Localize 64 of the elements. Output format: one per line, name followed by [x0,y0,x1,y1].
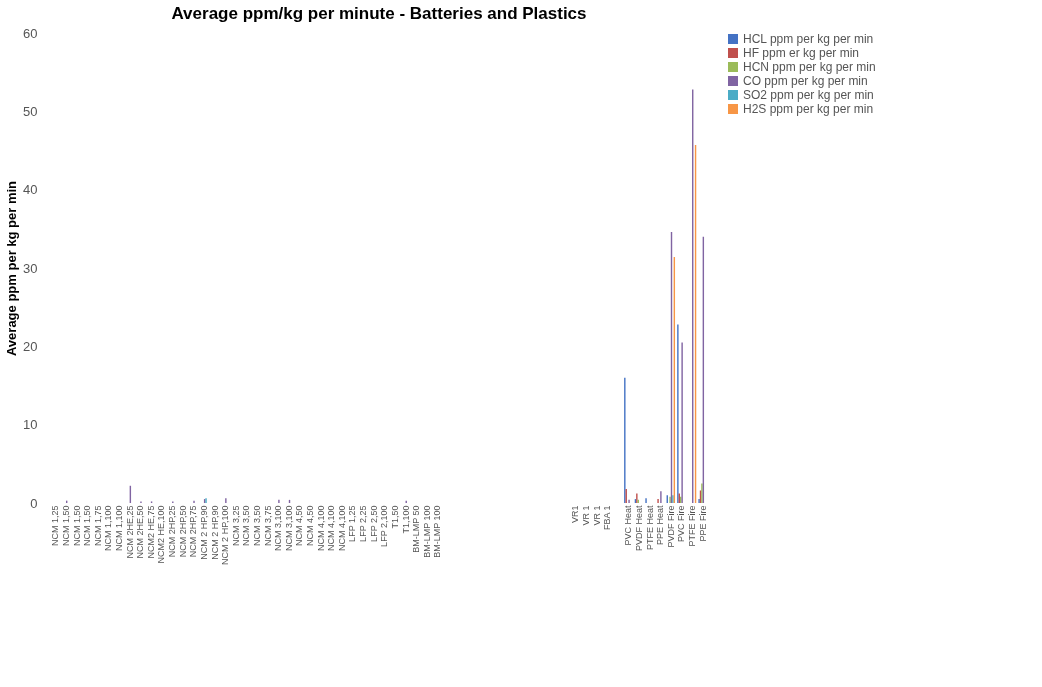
x-tick-label: VR 1 [591,505,602,526]
x-tick-label: NCM 2HP,25 [167,505,178,558]
x-tick-label: T1,50 [389,505,400,529]
y-tick-label: 40 [23,182,38,198]
x-tick-label: VR 1 [580,505,591,526]
x-tick-label: NCM 1,25 [50,505,61,547]
x-tick-label: PPE Heat [655,505,666,546]
legend-label: HCL ppm per kg per min [743,32,874,46]
x-tick-label: NCM 3,50 [251,505,262,547]
y-tick-label: 60 [23,25,38,41]
x-tick-label: PPE Fire [697,505,708,542]
legend-label: HCN ppm per kg per min [743,60,876,74]
x-tick-label: NCM 1,100 [114,505,125,552]
x-tick-label: FBA 1 [602,505,613,531]
x-tick-label: BM-LMP 50 [411,505,422,553]
legend-label: H2S ppm per kg per min [743,102,874,116]
x-tick-label: NCM 1,75 [92,505,103,547]
legend-label: CO ppm per kg per min [743,74,868,88]
x-tick-label: NCM2 HE,100 [156,505,167,564]
x-tick-label: PVC Fire [676,505,687,543]
legend-label: SO2 ppm per kg per min [743,88,874,102]
x-tick-label: PTFE Fire [687,505,698,547]
x-tick-label: NCM 1,50 [82,505,93,547]
x-tick-label: NCM 4,100 [326,505,337,552]
y-tick-label: 50 [23,103,38,119]
x-tick-label: PTFE Heat [644,505,655,551]
y-tick-label: 20 [23,338,38,354]
x-tick-label: LFP 1,25 [347,505,358,542]
chart-title: Average ppm/kg per minute - Batteries and Plastics [171,4,587,23]
x-tick-label: NCM 2 HP,100 [220,505,231,565]
x-tick-label: NCM 3,25 [230,505,241,547]
x-tick-label: LFP 2,100 [379,505,390,547]
x-tick-label: NCM 1,50 [71,505,82,547]
x-tick-label: NCM 4,100 [315,505,326,552]
x-tick-label: PVDF Fire [665,505,676,548]
x-tick-label: NCM 2HP,75 [188,505,199,558]
x-tick-label: LFP 2,50 [368,505,379,542]
x-tick-label: T1,100 [400,505,411,534]
y-axis-title: Average ppm per kg per min [4,180,20,357]
x-tick-label: BM-LMP 100 [432,505,443,558]
x-tick-label: NCM 2HE,50 [135,505,146,559]
x-tick-label: NCM 3,75 [262,505,273,547]
y-tick-label: 10 [23,417,38,433]
x-tick-label: PVC Heat [623,505,634,546]
x-tick-label: NCM 2 HP,90 [198,505,209,560]
x-tick-label: NCM 4,50 [305,505,316,547]
x-tick-label: NCM 4,100 [336,505,347,552]
x-tick-label: NCM 1,50 [60,505,71,547]
x-tick-label: NCM 2 HP,90 [209,505,220,560]
x-tick-label: BM-LMP 100 [421,505,432,558]
x-tick-label: NCM 3,50 [241,505,252,547]
x-tick-label: NCM2 HE,75 [145,505,156,559]
y-tick-label: 0 [30,495,38,511]
x-tick-label: NCM 2HP,50 [177,505,188,558]
x-tick-label: NCM 3,100 [283,505,294,552]
x-tick-label: NCM 4,50 [294,505,305,547]
x-tick-label: PVDF Heat [633,505,644,552]
y-tick-label: 30 [23,260,38,276]
x-tick-label: NCM 3,100 [273,505,284,552]
x-tick-label: VR1 [570,505,581,524]
legend-label: HF ppm er kg per min [743,46,860,60]
x-tick-label: NCM 2HE,25 [124,505,135,559]
x-tick-label: NCM 1,100 [103,505,114,552]
x-tick-label: LFP 2,25 [358,505,369,542]
